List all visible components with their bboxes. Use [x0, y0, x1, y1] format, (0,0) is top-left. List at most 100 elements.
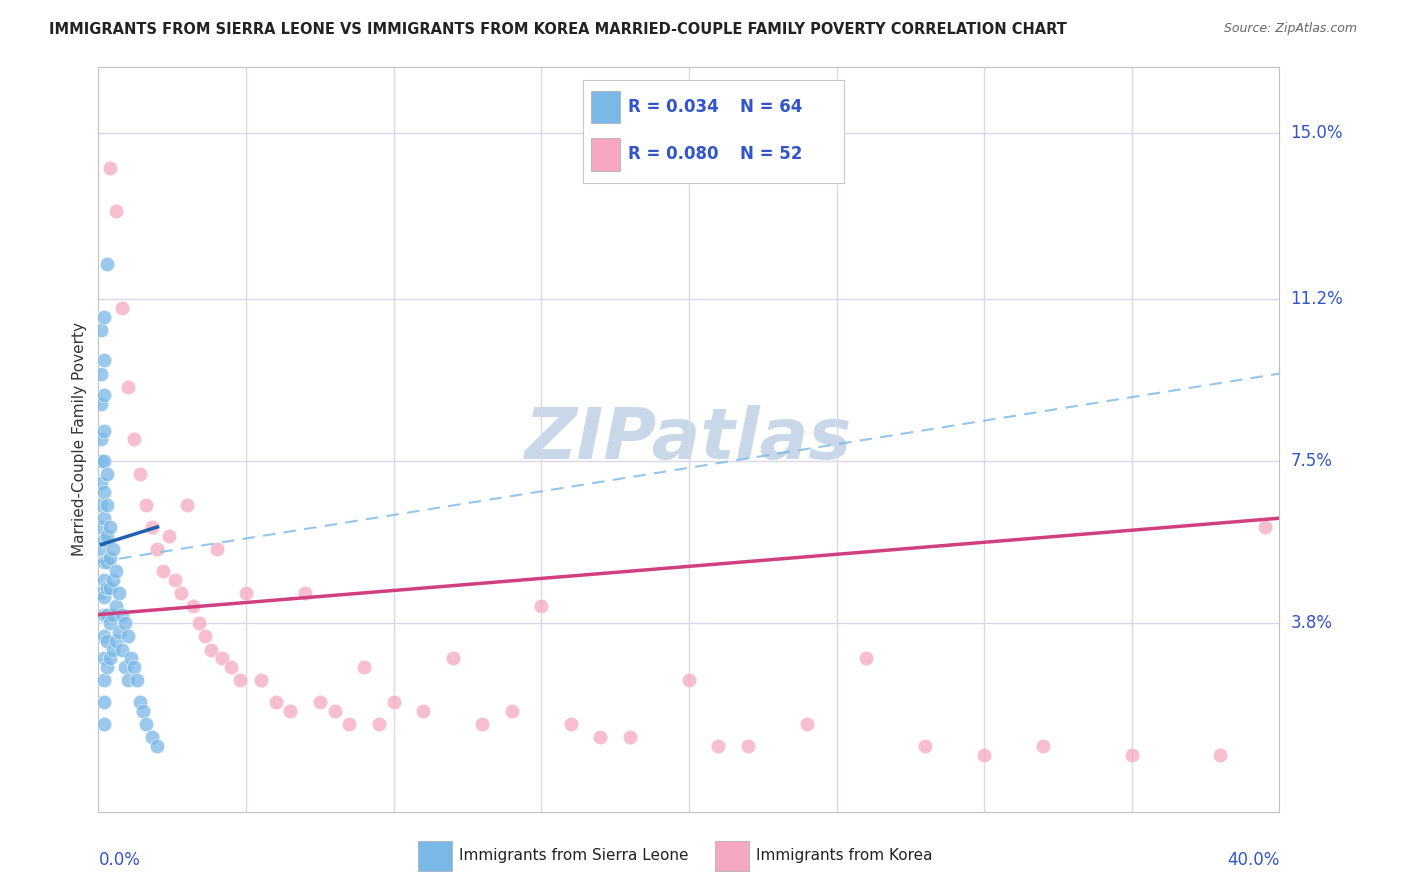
Point [93, 533, 115, 547]
Point [353, 660, 375, 674]
Point [135, 717, 157, 731]
Point [96, 633, 118, 648]
Point [530, 599, 553, 613]
Point [128, 467, 150, 482]
Point [1032, 739, 1054, 753]
Point [382, 695, 405, 709]
Bar [716, 841, 749, 871]
Point [93, 353, 115, 368]
Text: R = 0.080: R = 0.080 [627, 145, 718, 163]
Point [678, 673, 700, 688]
Point [96, 555, 118, 569]
Text: 11.2%: 11.2% [1291, 290, 1343, 308]
Point [105, 204, 128, 219]
Text: IMMIGRANTS FROM SIERRA LEONE VS IMMIGRANTS FROM KOREA MARRIED-COUPLE FAMILY POVE: IMMIGRANTS FROM SIERRA LEONE VS IMMIGRAN… [49, 22, 1067, 37]
Point [368, 717, 391, 731]
Point [589, 730, 612, 744]
Point [93, 651, 115, 665]
Point [280, 704, 302, 718]
Point [122, 660, 145, 674]
Point [1254, 520, 1277, 534]
Point [93, 555, 115, 569]
Point [205, 541, 228, 556]
Point [90, 498, 112, 512]
Point [103, 541, 125, 556]
Point [96, 467, 118, 482]
Point [441, 651, 464, 665]
Point [339, 717, 361, 731]
Point [152, 564, 174, 578]
Point [132, 704, 155, 718]
Text: ZIPatlas: ZIPatlas [526, 405, 852, 474]
Point [103, 642, 125, 657]
Point [93, 630, 115, 644]
Point [93, 717, 115, 731]
Text: 15.0%: 15.0% [1291, 124, 1343, 142]
Point [114, 616, 136, 631]
Point [170, 585, 193, 599]
Point [93, 454, 115, 468]
Text: N = 64: N = 64 [740, 98, 801, 116]
Bar [419, 841, 453, 871]
Point [105, 599, 128, 613]
Point [194, 630, 217, 644]
Point [93, 573, 115, 587]
Text: Immigrants from Korea: Immigrants from Korea [755, 848, 932, 863]
Point [105, 564, 128, 578]
Text: 40.0%: 40.0% [1227, 851, 1279, 869]
Point [135, 498, 157, 512]
Point [176, 498, 198, 512]
Text: 3.8%: 3.8% [1291, 615, 1333, 632]
Point [146, 739, 169, 753]
Point [90, 454, 112, 468]
Text: 7.5%: 7.5% [1291, 452, 1333, 470]
Point [187, 616, 209, 631]
Point [96, 660, 118, 674]
Point [165, 573, 187, 587]
Point [93, 310, 115, 324]
Point [98, 161, 121, 175]
Point [98, 550, 121, 565]
Point [103, 607, 125, 622]
Point [181, 599, 204, 613]
Point [90, 476, 112, 491]
Point [111, 607, 134, 622]
Point [141, 730, 163, 744]
Text: Source: ZipAtlas.com: Source: ZipAtlas.com [1223, 22, 1357, 36]
Point [914, 739, 936, 753]
Point [93, 511, 115, 525]
Point [855, 651, 877, 665]
Point [111, 642, 134, 657]
Point [1209, 747, 1232, 762]
Point [98, 616, 121, 631]
Point [200, 642, 222, 657]
Point [96, 498, 118, 512]
Point [93, 484, 115, 499]
Text: 0.0%: 0.0% [98, 851, 141, 869]
Point [1121, 747, 1143, 762]
Point [619, 730, 641, 744]
Point [737, 739, 759, 753]
Bar [592, 137, 620, 170]
Point [93, 424, 115, 438]
Point [146, 541, 169, 556]
Point [90, 367, 112, 381]
Point [93, 388, 115, 402]
Point [157, 529, 180, 543]
Point [90, 433, 112, 447]
Point [90, 323, 112, 337]
Point [108, 585, 131, 599]
Point [90, 585, 112, 599]
Point [125, 673, 148, 688]
Point [105, 633, 128, 648]
Point [98, 520, 121, 534]
Point [90, 520, 112, 534]
Text: Immigrants from Sierra Leone: Immigrants from Sierra Leone [458, 848, 688, 863]
Point [111, 301, 134, 315]
Point [120, 651, 142, 665]
Point [412, 704, 434, 718]
Point [117, 630, 139, 644]
Point [501, 704, 523, 718]
Point [114, 660, 136, 674]
Point [93, 673, 115, 688]
